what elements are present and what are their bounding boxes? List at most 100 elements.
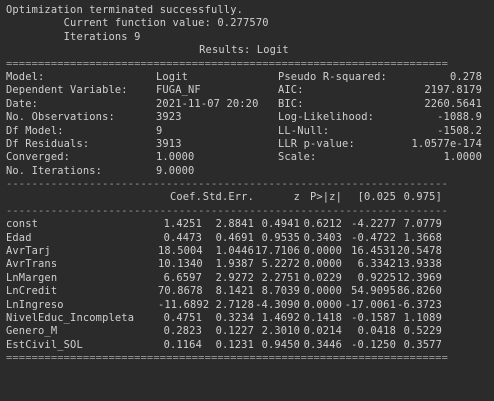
coef-row: AvrTrans 10.1340 1.9387 5.2272 0.0000 6.3342 1…	[6, 258, 494, 271]
coef-z: 1.4692	[261, 311, 300, 324]
coef-value: 18.5004	[158, 245, 203, 258]
coef-std-err: 1.0446	[215, 245, 254, 258]
coef-ci-low: -0.1587	[351, 311, 396, 324]
summary-label: Df Model:	[6, 124, 64, 137]
summary-value	[394, 165, 482, 178]
coef-row: NivelEduc_Incompleta 0.4751 0.3234 1.4692 0.…	[6, 312, 494, 325]
coef-row: LnMargen 6.6597 2.9272 2.2751 0.0229 0.9225 12…	[6, 272, 494, 285]
coef-std-err: 2.8841	[215, 218, 254, 231]
coef-ci-low: -0.1250	[351, 338, 396, 351]
coef-row: const 1.4251 2.8841 0.4941 0.6212 -4.2277 7.07…	[6, 218, 494, 231]
coef-variable: LnMargen	[6, 271, 58, 284]
optimization-message: Optimization terminated successfully.	[6, 4, 244, 16]
model-summary-table: Model: Logit Pseudo R-squared: 0.278 Depende…	[6, 71, 494, 178]
coef-std-err: 2.7128	[215, 298, 254, 311]
summary-label: No. Iterations:	[6, 164, 103, 177]
summary-row: Date: 2021-11-07 20:20 BIC: 2260.5641	[6, 98, 494, 111]
coef-ci-low: -17.0061	[344, 298, 396, 311]
coef-value: 10.1340	[158, 258, 203, 271]
coef-ci-high: 86.8260	[397, 285, 442, 298]
coef-row: Edad 0.4473 0.4691 0.9535 0.3403 -0.4722 1.366…	[6, 232, 494, 245]
summary-value: 2260.5641	[424, 97, 482, 110]
coef-header-z: z	[293, 191, 300, 204]
summary-label: Scale:	[278, 151, 317, 164]
coef-ci-low: 0.0418	[357, 325, 396, 338]
summary-label: Dependent Variable:	[6, 84, 128, 97]
coef-variable: LnCredit	[6, 285, 58, 298]
double-rule-top: ========================================…	[6, 57, 448, 70]
coef-header-se: Std.Err.	[202, 191, 254, 204]
iterations-message: Iterations 9	[6, 30, 141, 43]
coef-ci-high: -6.3723	[397, 298, 442, 311]
coef-std-err: 0.1231	[215, 338, 254, 351]
summary-row: Model: Logit Pseudo R-squared: 0.278	[6, 71, 494, 84]
summary-label: No. Observations:	[6, 111, 115, 124]
coef-variable: EstCivil_SOL	[6, 338, 83, 351]
coef-std-err: 2.9272	[215, 271, 254, 284]
coef-header-hi: 0.975]	[403, 191, 442, 204]
coef-p: 0.6212	[303, 218, 342, 231]
coef-variable: LnIngreso	[6, 298, 64, 311]
coef-header-lo: [0.025	[357, 191, 396, 204]
summary-label: Df Residuals:	[6, 137, 90, 150]
coef-p: 0.1418	[303, 311, 342, 324]
summary-value: FUGA_NF	[156, 84, 201, 97]
coef-ci-low: 6.3342	[357, 258, 396, 271]
summary-label: AIC:	[278, 84, 304, 97]
summary-label: BIC:	[278, 97, 304, 110]
coef-ci-high: 20.5478	[397, 245, 442, 258]
summary-row: Df Residuals: 3913 LLR p-value: 1.0577e-174	[6, 138, 494, 151]
summary-label: Date:	[6, 97, 39, 110]
coef-value: 6.6597	[163, 271, 202, 284]
coef-ci-low: -0.4722	[351, 231, 396, 244]
coef-row: LnIngreso -11.6892 2.7128 -4.3090 0.0000 -17.…	[6, 299, 494, 312]
coef-header-row: Coef. Std.Err. z P>|z| [0.025 0.975]	[6, 191, 494, 204]
coef-std-err: 0.1227	[215, 325, 254, 338]
coef-z: 2.2751	[261, 271, 300, 284]
function-value-message: Current function value: 0.277570	[6, 17, 269, 30]
summary-row: Dependent Variable: FUGA_NF AIC: 2197.8179	[6, 84, 494, 97]
coef-p: 0.0000	[303, 285, 342, 298]
coef-variable: Edad	[6, 231, 32, 244]
coef-ci-high: 12.3969	[397, 271, 442, 284]
summary-row: Converged: 1.0000 Scale: 1.0000	[6, 151, 494, 164]
coef-p: 0.3446	[303, 338, 342, 351]
summary-label: Pseudo R-squared:	[278, 70, 387, 83]
coef-p: 0.0000	[303, 298, 342, 311]
coef-ci-high: 1.1089	[403, 311, 442, 324]
coef-ci-low: 16.4531	[351, 245, 396, 258]
coef-z: -4.3090	[255, 298, 300, 311]
coef-z: 0.9450	[261, 338, 300, 351]
coef-ci-high: 0.5229	[403, 325, 442, 338]
coef-variable: NivelEduc_Incompleta	[6, 311, 135, 324]
coef-z: 17.7106	[255, 245, 300, 258]
summary-label: LLR p-value:	[278, 137, 355, 150]
coef-value: 0.2823	[163, 325, 202, 338]
coef-row: EstCivil_SOL 0.1164 0.1231 0.9450 0.3446 -0.1…	[6, 339, 494, 352]
coef-variable: AvrTarj	[6, 245, 51, 258]
coef-p: 0.0000	[303, 258, 342, 271]
summary-row: No. Observations: 3923 Log-Likelihood: -108…	[6, 111, 494, 124]
summary-value: 2021-11-07 20:20	[156, 97, 259, 110]
coef-variable: Genero_M	[6, 325, 58, 338]
summary-value: 9	[156, 124, 163, 137]
coef-ci-high: 13.9338	[397, 258, 442, 271]
summary-value: Logit	[156, 70, 189, 83]
coef-p: 0.3403	[303, 231, 342, 244]
coef-ci-high: 0.3577	[403, 338, 442, 351]
coef-ci-high: 7.0779	[403, 218, 442, 231]
summary-row: Df Model: 9 LL-Null: -1508.2	[6, 125, 494, 138]
summary-value: 1.0000	[156, 151, 195, 164]
summary-row: No. Iterations: 9.0000	[6, 165, 494, 178]
coef-p: 0.0229	[303, 271, 342, 284]
summary-value: -1088.9	[437, 111, 482, 124]
coef-z: 5.2272	[261, 258, 300, 271]
double-rule-bottom: ========================================…	[6, 352, 448, 365]
coef-row: Genero_M 0.2823 0.1227 2.3010 0.0214 0.0418 0.…	[6, 325, 494, 338]
coef-variable: AvrTrans	[6, 258, 58, 271]
summary-value: 0.278	[449, 70, 482, 83]
coef-z: 0.9535	[261, 231, 300, 244]
coef-ci-low: 54.9095	[351, 285, 396, 298]
coef-z: 8.7039	[261, 285, 300, 298]
